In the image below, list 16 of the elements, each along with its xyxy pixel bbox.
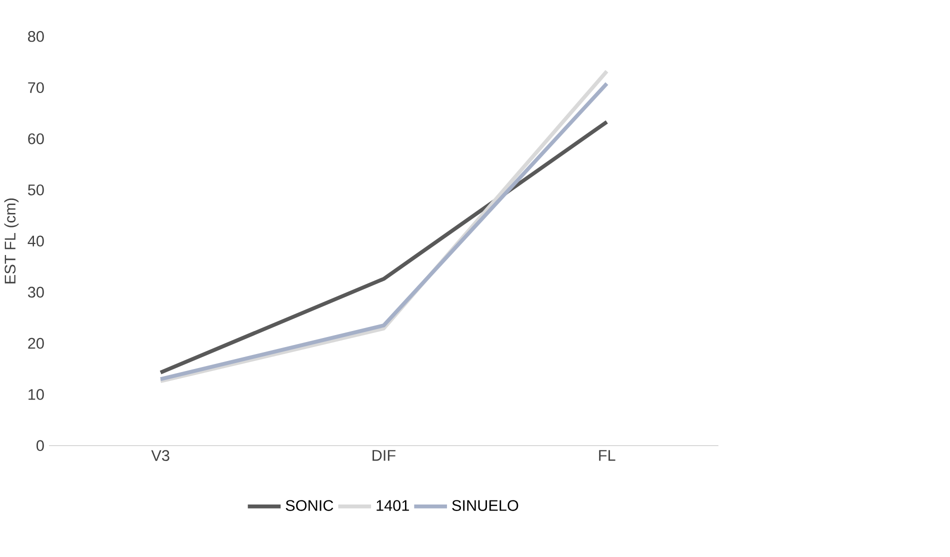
legend-label: SONIC [286, 500, 334, 511]
y-tick-label: 30 [28, 286, 44, 298]
x-tick-label: V3 [151, 450, 170, 462]
y-tick-label: 0 [36, 440, 44, 452]
legend-label: 1401 [376, 500, 409, 511]
y-tick-label: 50 [28, 184, 44, 196]
y-tick-label: 40 [28, 236, 44, 246]
legend-label: SINUELO [452, 500, 518, 511]
y-tick-label: 70 [28, 82, 44, 94]
y-tick-label: 10 [28, 389, 44, 400]
y-tick-label: 20 [28, 338, 44, 349]
y-tick-label: 80 [28, 31, 44, 42]
y-tick-label: 60 [28, 133, 44, 144]
x-tick-label: FL [599, 450, 616, 461]
y-axis-title: EST FL (cm) [4, 198, 19, 284]
x-tick-label: DIF [372, 450, 396, 461]
